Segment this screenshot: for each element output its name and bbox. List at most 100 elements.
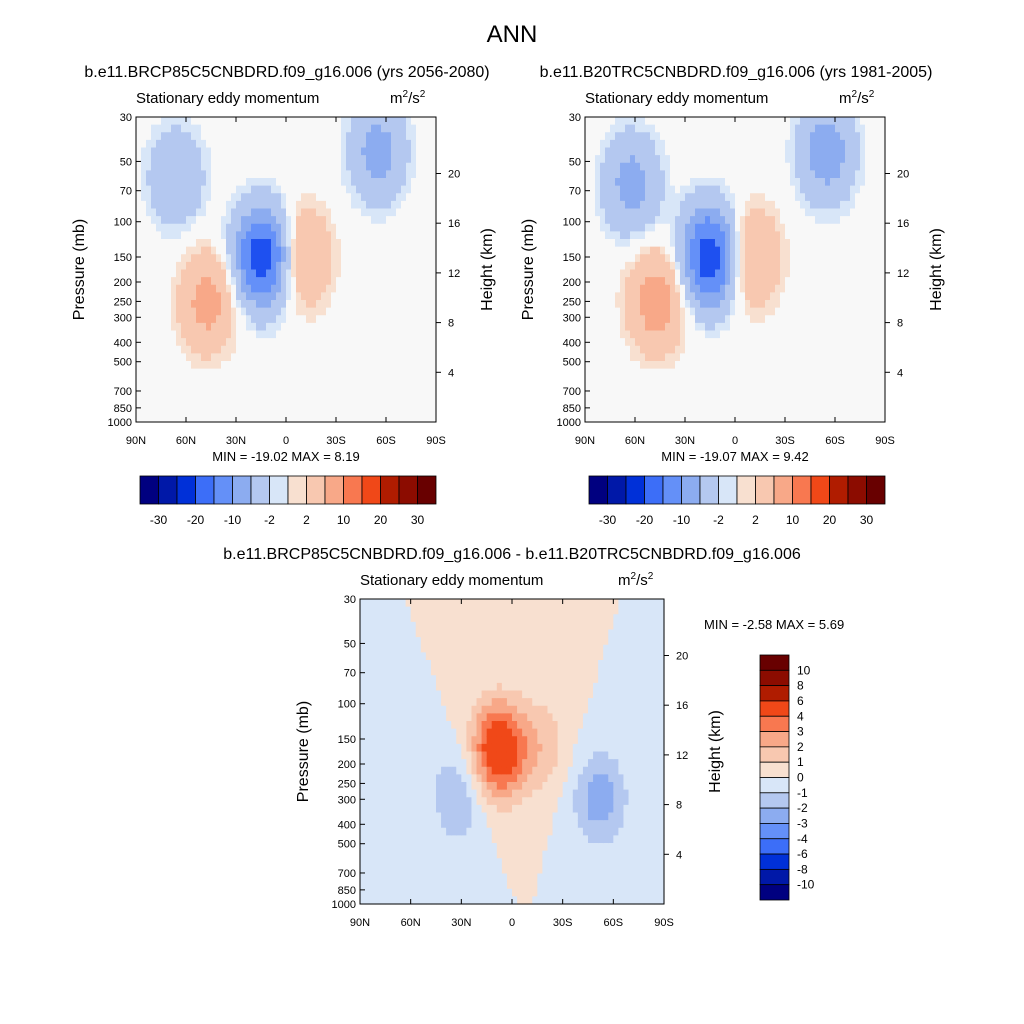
heatmap-cell [720, 254, 726, 263]
heatmap-cell [431, 208, 437, 217]
heatmap-cell [311, 391, 317, 400]
heatmap-cell [600, 162, 606, 171]
heatmap-cell [386, 124, 392, 133]
heatmap-cell [211, 277, 217, 286]
heatmap-cell [391, 399, 397, 408]
heatmap-cell [865, 361, 871, 370]
heatmap-cell [660, 170, 666, 179]
heatmap-cell [401, 322, 407, 332]
heatmap-cell [645, 185, 651, 194]
heatmap-cell [725, 170, 731, 179]
heatmap-cell [875, 315, 881, 324]
heatmap-cell [675, 322, 681, 332]
heatmap-cell [246, 208, 252, 217]
heatmap-cell [206, 185, 212, 194]
heatmap-cell [306, 246, 312, 255]
heatmap-cell [196, 315, 202, 324]
heatmap-cell [815, 376, 821, 385]
heatmap-cell [725, 185, 731, 194]
heatmap-cell [196, 162, 202, 171]
heatmap-cell [675, 284, 681, 293]
heatmap-cell [146, 391, 152, 400]
heatmap-cell [211, 353, 217, 362]
heatmap-cell [820, 399, 826, 408]
heatmap-cell [186, 300, 192, 309]
heatmap-cell [880, 391, 886, 400]
heatmap-cell [765, 223, 771, 232]
heatmap-cell [391, 208, 397, 217]
heatmap-cell [321, 170, 327, 179]
heatmap-cell [236, 147, 242, 156]
heatmap-cell [296, 200, 302, 210]
heatmap-cell [690, 315, 696, 324]
heatmap-cell [271, 353, 277, 362]
heatmap-cell [181, 376, 187, 385]
colorbar-label: -20 [636, 513, 654, 527]
heatmap-cell [136, 139, 142, 149]
heatmap-cell [281, 246, 287, 255]
heatmap-cell [765, 315, 771, 324]
heatmap-cell [321, 383, 327, 393]
heatmap-cell [740, 185, 746, 194]
heatmap-cell [750, 231, 756, 240]
heatmap-cell [221, 322, 227, 332]
heatmap-cell [321, 155, 327, 164]
heatmap-cell [825, 330, 831, 339]
heatmap-cell [715, 322, 721, 332]
heatmap-cell [161, 231, 167, 240]
heatmap-cell [231, 391, 237, 400]
heatmap-cell [181, 292, 187, 301]
heatmap-cell [231, 124, 237, 133]
heatmap-cell [346, 223, 352, 232]
heatmap-cell [261, 406, 267, 415]
heatmap-cell [860, 322, 866, 332]
heatmap-cell [840, 231, 846, 240]
heatmap-cell [386, 170, 392, 179]
heatmap-cell [416, 162, 422, 171]
heatmap-cell [236, 200, 242, 210]
heatmap-cell [331, 231, 337, 240]
heatmap-cell [730, 170, 736, 179]
heatmap-cell [206, 231, 212, 240]
heatmap-cell [281, 345, 287, 354]
heatmap-cell [865, 223, 871, 232]
heatmap-cell [256, 391, 262, 400]
heatmap-cell [336, 185, 342, 194]
heatmap-cell [750, 353, 756, 362]
heatmap-cell [725, 239, 731, 248]
heatmap-cell [790, 261, 796, 271]
heatmap-cell [256, 200, 262, 210]
heatmap-cell [411, 200, 417, 210]
heatmap-cell [630, 414, 636, 423]
heatmap-cell [351, 124, 357, 133]
heatmap-cell [585, 345, 591, 354]
heatmap-cell [341, 162, 347, 171]
heatmap-cell [775, 200, 781, 210]
heatmap-cell [595, 193, 601, 202]
heatmap-cell [411, 223, 417, 232]
heatmap-cell [800, 239, 806, 248]
heatmap-cell [845, 231, 851, 240]
heatmap-cell [655, 231, 661, 240]
heatmap-cell [725, 117, 731, 126]
heatmap-cell [266, 170, 272, 179]
heatmap-cell [301, 361, 307, 370]
heatmap-cell [201, 330, 207, 339]
heatmap-cell [241, 200, 247, 210]
heatmap-cell [356, 376, 362, 385]
heatmap-cell [411, 338, 417, 347]
heatmap-cell [141, 261, 147, 271]
heatmap-cell [241, 239, 247, 248]
heatmap-cell [810, 277, 816, 286]
colorbar-box [588, 475, 608, 505]
heatmap-cell [850, 139, 856, 149]
heatmap-cell [830, 414, 836, 423]
heatmap-cell [835, 208, 841, 217]
heatmap-cell [236, 261, 242, 271]
colorbar-box [773, 475, 793, 505]
heatmap-cell [316, 345, 322, 354]
heatmap-cell [301, 300, 307, 309]
heatmap-cell [675, 216, 681, 225]
heatmap-cell [735, 330, 741, 339]
heatmap-cell [331, 117, 337, 126]
